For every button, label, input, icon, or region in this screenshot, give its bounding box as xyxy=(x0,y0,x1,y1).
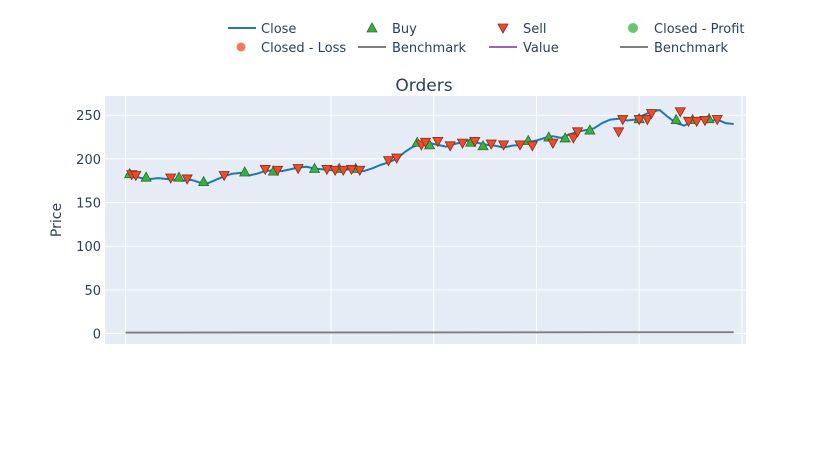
sell-marker xyxy=(645,109,658,120)
sell-marker xyxy=(382,156,395,167)
sell-marker xyxy=(617,115,629,126)
sell-marker xyxy=(292,164,304,175)
y-tick-label: 250 xyxy=(76,109,101,124)
legend-item-close[interactable]: Close xyxy=(228,22,296,37)
sell-marker xyxy=(354,165,366,177)
y-tick-label: 50 xyxy=(84,284,101,299)
sell-marker xyxy=(337,165,350,177)
sell-marker xyxy=(218,171,230,182)
plot-background xyxy=(105,96,746,344)
legend-circle-loss-icon xyxy=(236,42,246,52)
y-axis-ticks: 0 50 100 150 200 250 xyxy=(76,109,101,342)
sell-marker xyxy=(181,174,193,185)
legend-label-buy: Buy xyxy=(392,22,417,37)
sell-marker xyxy=(612,127,625,138)
legend-item-closed-profit[interactable]: Closed - Profit xyxy=(628,22,745,37)
sell-marker xyxy=(444,141,456,152)
sell-marker xyxy=(711,115,723,126)
sell-marker xyxy=(547,138,559,149)
buy-marker xyxy=(477,139,489,151)
legend-circle-profit-icon xyxy=(628,23,638,33)
sell-marker xyxy=(633,115,645,126)
buy-marker xyxy=(559,132,571,143)
sell-marker xyxy=(485,139,497,150)
sell-marker xyxy=(165,173,177,184)
sell-marker xyxy=(391,153,403,164)
buy-marker xyxy=(140,171,152,182)
sell-marker xyxy=(456,138,469,149)
legend-label-benchmark-2: Benchmark xyxy=(654,41,729,56)
legend-triangle-down-icon xyxy=(497,23,509,34)
legend-item-value[interactable]: Value xyxy=(489,41,559,56)
sell-marker xyxy=(259,164,271,176)
y-tick-label: 100 xyxy=(76,240,101,255)
sell-marker xyxy=(641,115,654,126)
legend-label-closed-loss: Closed - Loss xyxy=(261,41,346,56)
sell-marker xyxy=(419,137,432,149)
legend-triangle-up-icon xyxy=(366,22,378,33)
legend-item-benchmark[interactable]: Benchmark xyxy=(358,41,467,56)
buy-marker xyxy=(308,162,321,173)
sell-marker xyxy=(571,127,584,138)
legend-label-value: Value xyxy=(523,41,559,56)
sell-marker xyxy=(469,137,481,148)
grid xyxy=(105,96,746,344)
y-tick-label: 0 xyxy=(93,328,101,343)
legend-item-closed-loss[interactable]: Closed - Loss xyxy=(236,41,347,56)
sell-marker xyxy=(329,165,341,177)
sell-marker xyxy=(526,141,539,152)
y-axis-label: Price xyxy=(49,203,65,237)
legend-item-sell[interactable]: Sell xyxy=(497,22,546,37)
y-tick-label: 150 xyxy=(76,197,101,212)
sell-marker xyxy=(321,164,333,176)
sell-marker xyxy=(130,171,142,182)
buy-marker xyxy=(670,113,682,124)
chart-title: Orders xyxy=(395,76,452,96)
sell-marker xyxy=(514,140,526,151)
legend-item-buy[interactable]: Buy xyxy=(366,22,417,37)
legend-label-sell: Sell xyxy=(523,22,546,37)
legend-label-close: Close xyxy=(261,22,296,37)
legend[interactable]: Close Buy Sell Closed - Profit Closed - … xyxy=(228,22,745,56)
series-layer xyxy=(123,107,734,334)
sell-marker xyxy=(691,116,703,128)
buy-marker xyxy=(584,124,596,135)
buy-marker xyxy=(197,175,210,186)
legend-label-closed-profit: Closed - Profit xyxy=(654,22,745,37)
legend-label-benchmark: Benchmark xyxy=(392,41,467,56)
sell-marker xyxy=(271,165,284,177)
sell-marker xyxy=(699,116,711,127)
sell-marker xyxy=(567,133,580,144)
buy-marker xyxy=(239,166,251,177)
legend-item-benchmark-2[interactable]: Benchmark xyxy=(620,41,729,56)
sell-marker xyxy=(674,107,686,118)
sell-marker xyxy=(682,116,695,128)
sell-marker xyxy=(345,164,358,176)
buy-marker xyxy=(173,171,185,182)
sell-marker xyxy=(432,137,444,148)
sell-marker xyxy=(497,140,510,151)
y-tick-label: 200 xyxy=(76,153,101,168)
